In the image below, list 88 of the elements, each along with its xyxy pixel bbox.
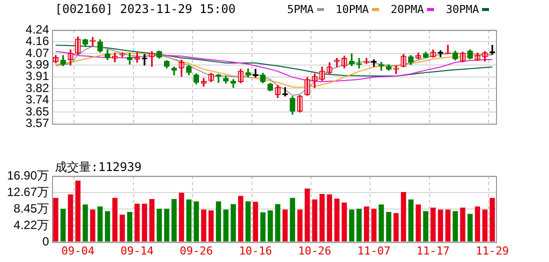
bar <box>356 208 362 242</box>
bar <box>246 201 251 242</box>
bar <box>342 202 347 242</box>
y-tick-label: 3.91 <box>26 69 50 84</box>
bar <box>186 199 192 242</box>
y-tick-label: 4.07 <box>26 46 50 60</box>
bar <box>438 210 444 242</box>
bar <box>223 210 228 242</box>
bar <box>164 208 170 242</box>
bar <box>490 198 495 242</box>
bar <box>460 208 466 242</box>
y-tick-label: 8.45万 <box>14 201 49 216</box>
y-tick-label: 4.22万 <box>14 218 49 232</box>
bar <box>445 210 450 242</box>
legend-label: 10PMA <box>336 3 370 16</box>
bar <box>172 199 177 242</box>
y-tick-label: 12.67万 <box>6 184 49 199</box>
bar <box>468 214 473 242</box>
bar <box>238 196 244 242</box>
y-tick-label: 4.16 <box>26 34 50 48</box>
bar <box>75 180 80 242</box>
legend-label: 30PMA <box>446 3 480 16</box>
bar <box>400 192 406 242</box>
bar <box>134 204 140 242</box>
bar <box>90 210 96 242</box>
bar <box>378 204 384 242</box>
bar <box>112 198 118 242</box>
chart-title: 成交量:112939 <box>55 159 142 176</box>
x-tick-label: 10-26 <box>298 244 332 258</box>
legend-label: 5PMA <box>287 3 315 16</box>
x-tick-label: 09-04 <box>61 244 95 258</box>
bar <box>304 188 310 242</box>
bar <box>142 204 148 242</box>
bar <box>201 210 206 242</box>
bar <box>386 212 392 242</box>
y-tick-label: 3.74 <box>26 92 50 107</box>
y-tick-label: 3.99 <box>26 57 50 72</box>
y-tick-label: 0 <box>42 234 50 248</box>
bar <box>349 210 354 242</box>
x-tick-label: 11-17 <box>416 244 450 258</box>
bar <box>334 198 340 242</box>
bar <box>127 212 132 242</box>
bar <box>216 201 222 242</box>
bar <box>68 194 74 242</box>
x-tick-label: 11-29 <box>476 244 509 258</box>
bar <box>423 211 428 242</box>
bar <box>282 210 288 242</box>
bar <box>268 210 273 242</box>
bar <box>252 202 258 242</box>
x-tick-label: 10-16 <box>238 244 272 258</box>
bar <box>297 210 302 242</box>
bar <box>194 201 199 242</box>
bar <box>474 206 480 242</box>
bar <box>82 204 88 242</box>
bar <box>178 192 184 242</box>
bar <box>98 206 103 242</box>
bar <box>482 210 488 242</box>
bar <box>53 198 58 242</box>
bar <box>326 194 332 242</box>
y-tick-label: 3.57 <box>26 116 50 130</box>
y-tick-label: 16.90万 <box>6 168 49 182</box>
bar <box>290 198 296 242</box>
bar <box>364 206 370 242</box>
bar <box>408 199 414 242</box>
bar <box>394 213 399 242</box>
bar <box>320 194 325 242</box>
y-tick-label: 4.24 <box>26 22 50 36</box>
bar <box>208 210 214 242</box>
bar <box>230 204 236 242</box>
bar <box>312 199 318 242</box>
bar <box>452 211 458 242</box>
bar <box>260 212 266 242</box>
x-tick-label: 11-07 <box>357 244 390 258</box>
bar <box>104 211 110 242</box>
legend-label: 20PMA <box>390 3 425 16</box>
y-tick-label: 3.65 <box>26 104 50 118</box>
y-tick-label: 3.82 <box>26 80 50 95</box>
x-tick-label: 09-14 <box>120 244 154 258</box>
bar <box>149 199 154 242</box>
bar <box>120 214 125 242</box>
bar <box>156 208 162 242</box>
bar <box>371 208 376 242</box>
x-tick-label: 09-26 <box>180 244 213 258</box>
bar <box>416 204 421 242</box>
chart-title: [002160] 2023-11-29 15:00 <box>55 2 236 16</box>
bar <box>275 204 280 242</box>
bar <box>430 208 436 242</box>
bar <box>60 208 66 242</box>
